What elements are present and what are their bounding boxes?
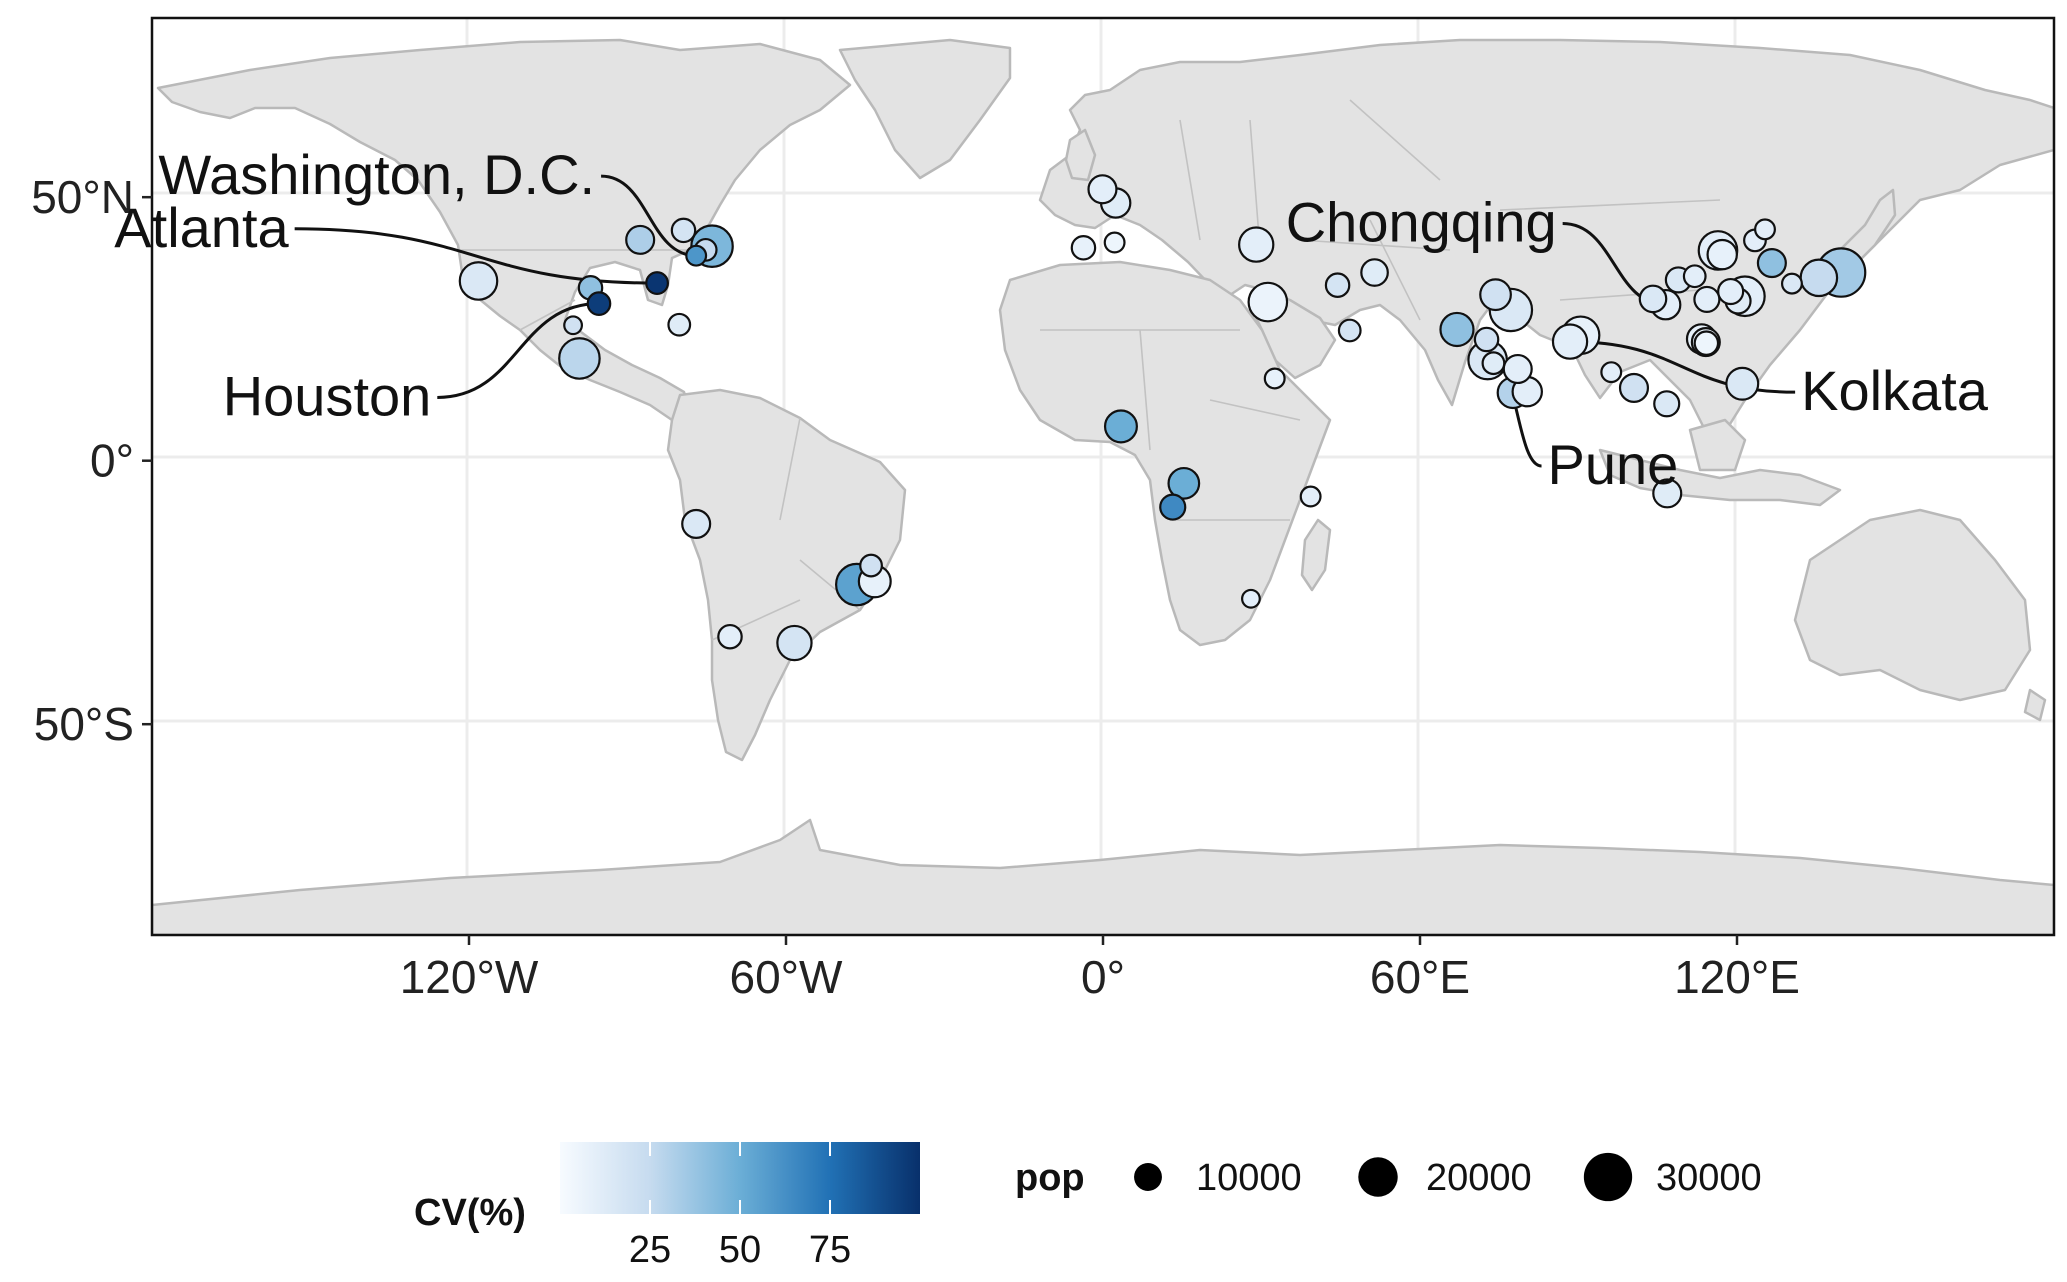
pop-legend-title: pop xyxy=(1015,1157,1085,1199)
city-bubble xyxy=(1618,372,1650,404)
map-panel xyxy=(150,16,2056,937)
city-bubble xyxy=(1638,284,1668,314)
city-bubble xyxy=(685,244,708,267)
pop-legend-dot xyxy=(1134,1163,1162,1191)
city-bubble xyxy=(1799,258,1839,298)
city-bubble xyxy=(1693,285,1721,314)
city-bubble xyxy=(1159,493,1187,521)
leader-line xyxy=(437,302,599,399)
city-bubble xyxy=(1103,409,1138,444)
city-bubble xyxy=(1167,466,1201,500)
city-bubble xyxy=(1070,235,1097,261)
pop-legend-dot xyxy=(1358,1157,1398,1197)
lat-tick-label: 50°S xyxy=(34,698,134,750)
lon-tick-label: 60°W xyxy=(730,951,844,1003)
city-bubble xyxy=(1717,277,1745,306)
lat-tick-label: 0° xyxy=(90,435,134,487)
city-label: Houston xyxy=(223,364,432,427)
cv-legend: CV(%) 25 50 75 xyxy=(414,1142,920,1271)
africa-landmass xyxy=(998,260,1332,647)
city-bubble xyxy=(1299,485,1322,508)
new-zealand-landmass xyxy=(2023,688,2047,722)
cv-legend-title: CV(%) xyxy=(414,1192,526,1234)
landmasses xyxy=(152,38,2054,935)
cv-tick-label: 50 xyxy=(719,1229,761,1271)
lon-tick-label: 120°E xyxy=(1674,951,1800,1003)
city-bubble xyxy=(1600,361,1623,384)
city-bubble xyxy=(586,291,612,316)
city-label: Chongqing xyxy=(1286,191,1557,254)
city-bubble xyxy=(563,315,584,336)
madagascar-landmass xyxy=(1300,518,1332,592)
city-bubble xyxy=(1725,366,1760,401)
city-bubble xyxy=(625,224,656,255)
pop-legend-label: 10000 xyxy=(1196,1157,1302,1199)
city-bubble xyxy=(1238,226,1275,263)
city-bubble xyxy=(1502,353,1533,385)
leader-line xyxy=(601,174,697,258)
pop-legend-keys: 10000 20000 30000 xyxy=(1134,1152,1762,1202)
city-bubble xyxy=(667,312,692,337)
city-bubble xyxy=(558,337,601,380)
city-bubble xyxy=(1754,218,1776,241)
city-label: Washington, D.C. xyxy=(158,143,595,206)
pop-legend-dot xyxy=(1583,1152,1633,1202)
city-bubble xyxy=(1481,351,1506,376)
pop-legend-label: 30000 xyxy=(1656,1157,1762,1199)
antarctica-landmass xyxy=(152,818,2054,935)
lon-tick-label: 0° xyxy=(1081,951,1125,1003)
city-bubble xyxy=(1337,318,1362,343)
pop-legend: pop 10000 20000 30000 xyxy=(1015,1152,1762,1202)
north-america-landmass xyxy=(156,38,852,422)
city-bubble xyxy=(458,261,499,301)
city-label: Kolkata xyxy=(1801,359,1989,422)
borneo-landmass xyxy=(1688,418,1747,472)
city-bubble xyxy=(1693,330,1720,356)
city-bubble xyxy=(1324,272,1351,298)
city-bubble xyxy=(670,217,697,244)
greenland-landmass xyxy=(838,38,1012,180)
city-bubble xyxy=(859,553,883,578)
city-bubble xyxy=(1652,478,1683,509)
lon-tick-label: 60°E xyxy=(1370,951,1470,1003)
city-bubble xyxy=(1551,323,1589,360)
pop-legend-label: 20000 xyxy=(1426,1157,1532,1199)
lat-tick-label: 50°N xyxy=(31,171,134,223)
city-bubble xyxy=(1241,588,1261,609)
city-points xyxy=(458,174,1867,662)
axis-ticks: 120°W 60°W 0° 60°E 120°E 50°N 0° 50°S xyxy=(31,171,1800,1003)
cv-colorbar-ticks: 25 50 75 xyxy=(629,1142,851,1271)
city-bubble xyxy=(1439,311,1475,348)
city-labels: Washington, D.C.Atlanta Houston Chongqing K… xyxy=(114,143,1988,496)
city-bubble xyxy=(1653,390,1681,418)
lon-tick-label: 120°W xyxy=(400,951,539,1003)
australia-landmass xyxy=(1793,508,2032,702)
city-bubble xyxy=(1479,278,1512,312)
city-bubble xyxy=(1473,326,1500,353)
city-bubble xyxy=(1360,258,1389,287)
city-bubble xyxy=(1263,367,1286,390)
city-bubble xyxy=(1103,231,1126,254)
city-bubble xyxy=(776,624,813,662)
uk-landmass xyxy=(1064,128,1097,182)
city-bubble xyxy=(645,271,669,295)
city-bubble xyxy=(1087,174,1118,205)
city-label: Atlanta xyxy=(114,196,289,259)
city-bubble xyxy=(1756,248,1787,279)
cv-tick-label: 75 xyxy=(809,1229,851,1271)
city-bubble xyxy=(1247,281,1289,323)
city-bubble xyxy=(717,623,743,650)
country-borders xyxy=(460,99,1721,641)
city-bubble xyxy=(681,508,712,539)
city-bubble xyxy=(1780,272,1803,295)
city-bubble xyxy=(1706,238,1738,271)
city-label: Pune xyxy=(1548,433,1679,496)
city-bubble xyxy=(1682,264,1707,289)
cv-tick-label: 25 xyxy=(629,1229,671,1271)
